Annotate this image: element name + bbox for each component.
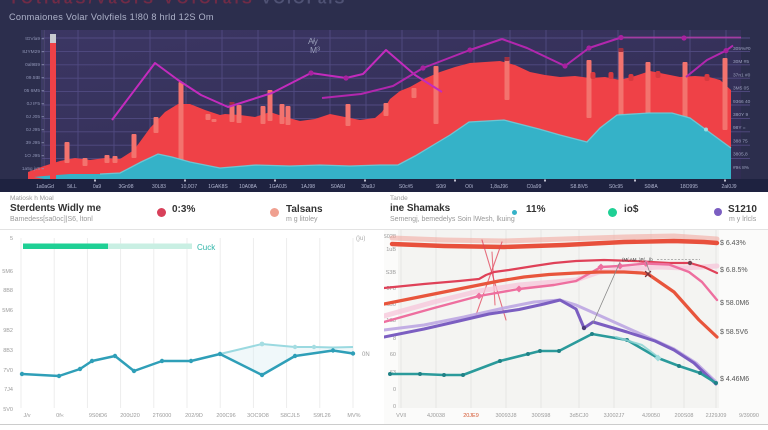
svg-text:30093J8: 30093J8	[495, 413, 516, 419]
svg-text:18O995: 18O995	[680, 184, 698, 190]
svg-text:10,0O7: 10,0O7	[181, 184, 198, 190]
svg-text:39 J95: 39 J95	[26, 140, 41, 146]
svg-text:0J J95: 0J J95	[26, 127, 40, 133]
svg-text:200S08: 200S08	[675, 413, 694, 419]
svg-text:1GAK8S: 1GAK8S	[208, 184, 228, 190]
svg-text:60: 60	[390, 352, 396, 358]
svg-text:98Y =: 98Y =	[733, 125, 746, 131]
svg-text:30M #5: 30M #5	[733, 59, 749, 65]
svg-text:$ 6.8.5%: $ 6.8.5%	[720, 267, 748, 274]
svg-text:S0A8J: S0A8J	[331, 184, 346, 190]
svg-text:A̸y: A̸y	[308, 36, 319, 46]
svg-text:S90: S90	[386, 302, 396, 308]
svg-text:MV%: MV%	[347, 413, 360, 419]
svg-text:8B8: 8B8	[3, 288, 13, 294]
svg-text:2J29J09: 2J29J09	[706, 413, 727, 419]
svg-text:200C96: 200C96	[216, 413, 235, 419]
svg-text:S8CJL5: S8CJL5	[280, 413, 300, 419]
svg-text:S3B: S3B	[386, 270, 397, 276]
svg-text:Conmaiones Volar Volvfiels 1!8: Conmaiones Volar Volvfiels 1!80 8 hrld 1…	[9, 12, 214, 22]
svg-text:S9fL26: S9fL26	[313, 413, 330, 419]
svg-text:0a9: 0a9	[93, 184, 102, 190]
svg-text:5F8: 5F8	[387, 286, 396, 292]
svg-text:1a0aGd: 1a0aGd	[36, 184, 54, 190]
svg-text:tGVla9: tGVla9	[25, 36, 40, 42]
svg-text:$ 6.43%: $ 6.43%	[720, 240, 746, 247]
svg-text:0f«: 0f«	[56, 413, 64, 419]
svg-text:S0c95: S0c95	[609, 184, 623, 190]
svg-text:5V0: 5V0	[3, 407, 13, 413]
svg-text:$ 4.46M6: $ 4.46M6	[720, 376, 749, 383]
svg-text:305%#0: 305%#0	[733, 46, 751, 52]
svg-text:10A08A: 10A08A	[239, 184, 257, 190]
svg-text:4J9050: 4J9050	[642, 413, 660, 419]
svg-text:3805,8: 3805,8	[733, 152, 748, 158]
svg-text:S8.8iV5: S8.8iV5	[570, 184, 588, 190]
svg-text:8: 8	[393, 336, 396, 342]
svg-text:1,8aJ96: 1,8aJ96	[490, 184, 508, 190]
svg-text:0al9B9: 0al9B9	[25, 62, 40, 68]
svg-text:05 6M5: 05 6M5	[24, 88, 40, 94]
svg-text:5M6: 5M6	[2, 308, 13, 314]
svg-text:2aI0J9: 2aI0J9	[721, 184, 736, 190]
svg-text:37n1 #0: 37n1 #0	[733, 72, 751, 78]
svg-text:$ 58.5V6: $ 58.5V6	[720, 329, 748, 336]
svg-text:9/39090: 9/39090	[739, 413, 759, 419]
svg-text:1O J95: 1O J95	[25, 153, 41, 159]
svg-text:0N: 0N	[362, 352, 370, 358]
svg-text:5: 5	[10, 236, 13, 242]
svg-text:(M( AM .)P(. .(b: (M( AM .)P(. .(b	[622, 257, 653, 262]
svg-text:9B2: 9B2	[3, 328, 13, 334]
svg-text:200tJ20: 200tJ20	[120, 413, 140, 419]
svg-text:1GA0J5: 1GA0J5	[269, 184, 287, 190]
svg-text:3Gn98: 3Gn98	[118, 184, 133, 190]
svg-text:5iLL: 5iLL	[67, 184, 77, 190]
svg-text:380Y 9: 380Y 9	[733, 112, 748, 118]
svg-text:S0i8A: S0i8A	[644, 184, 658, 190]
svg-text:0: 0	[393, 387, 396, 393]
svg-text:0J J05: 0J J05	[26, 114, 40, 120]
svg-text:C0a99: C0a99	[527, 184, 542, 190]
svg-text:1uB: 1uB	[386, 247, 396, 253]
svg-text:9S0tD6: 9S0tD6	[89, 413, 107, 419]
svg-text:S0i9: S0i9	[436, 184, 446, 190]
svg-text:3J002J7: 3J002J7	[604, 413, 625, 419]
svg-text:S0c#5: S0c#5	[399, 184, 413, 190]
svg-text:5M6: 5M6	[2, 269, 13, 275]
svg-text:Cuck: Cuck	[197, 243, 216, 252]
svg-text:388 75: 388 75	[733, 138, 748, 144]
svg-text:4J0038: 4J0038	[427, 413, 445, 419]
svg-text:9366 40: 9366 40	[733, 99, 751, 105]
svg-text:20JE9: 20JE9	[463, 413, 479, 419]
svg-text:0J IF5: 0J IF5	[27, 101, 41, 107]
svg-text:1a5g jv5: 1a5g jv5	[22, 166, 40, 172]
svg-text:8B3: 8B3	[3, 348, 13, 354]
svg-text:7V0: 7V0	[3, 368, 13, 374]
svg-text:$ 58.0M6: $ 58.0M6	[720, 300, 749, 307]
svg-text:#9s 8%: #9s 8%	[733, 165, 750, 171]
svg-text:202/9D: 202/9D	[185, 413, 203, 419]
svg-text:30L83: 30L83	[152, 184, 166, 190]
svg-text:0: 0	[393, 404, 396, 410]
svg-text:1AJ98: 1AJ98	[301, 184, 315, 190]
svg-text:3OC9O8: 3OC9O8	[247, 413, 269, 419]
svg-text:3M5 05: 3M5 05	[733, 86, 749, 92]
svg-text:M³: M³	[310, 45, 320, 55]
svg-text:VVll: VVll	[396, 413, 406, 419]
svg-text:300S98: 300S98	[532, 413, 551, 419]
svg-text:09.5tB: 09.5tB	[26, 75, 40, 81]
svg-text:O0i: O0i	[465, 184, 473, 190]
svg-text:2T6000: 2T6000	[153, 413, 172, 419]
svg-text:(}u): (}u)	[356, 236, 365, 242]
svg-text:J/v: J/v	[23, 413, 30, 419]
svg-text:3d5CJ0: 3d5CJ0	[570, 413, 589, 419]
svg-text:TOtluaS/VaCrS VOlOralS VOlOFal: TOtluaS/VaCrS VOlOralS VOlOFalS	[9, 0, 346, 8]
svg-text:30a9J: 30a9J	[361, 184, 375, 190]
svg-text:7J4: 7J4	[4, 387, 13, 393]
svg-text:8JYM29: 8JYM29	[22, 49, 40, 55]
